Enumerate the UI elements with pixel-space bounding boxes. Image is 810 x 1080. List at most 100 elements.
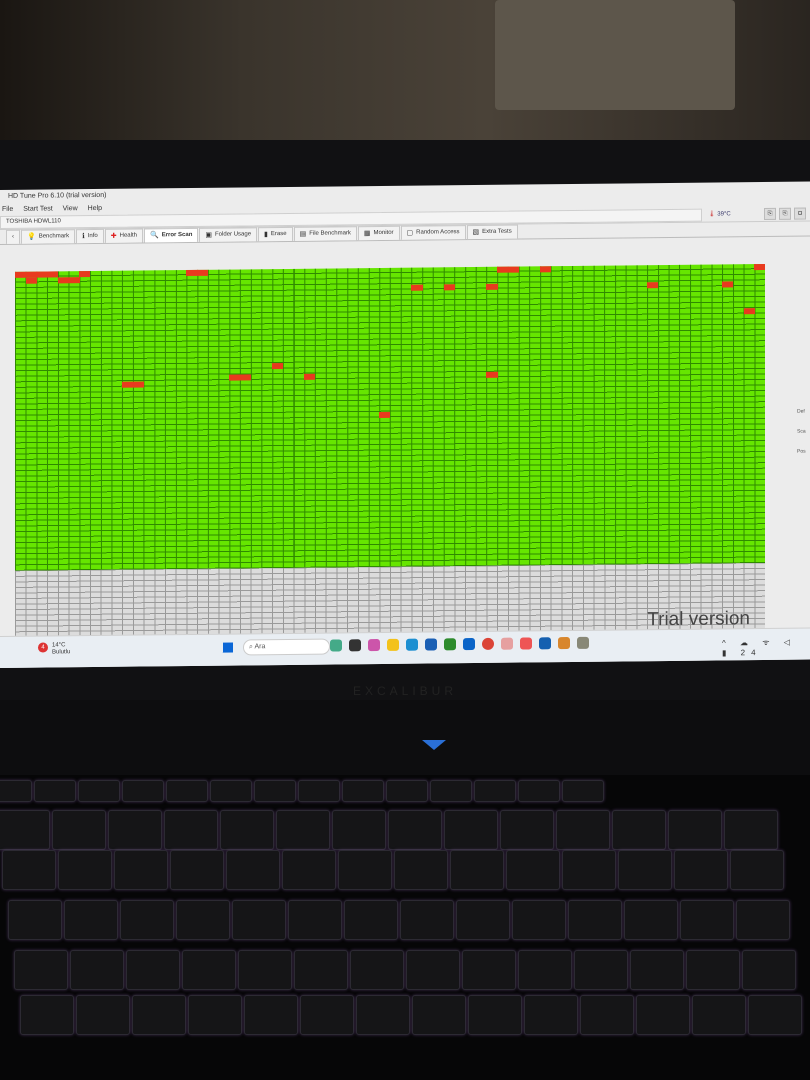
keyboard-key bbox=[430, 780, 472, 802]
damaged-block bbox=[379, 412, 391, 419]
tab-random-access[interactable]: ▢ Random Access bbox=[400, 225, 466, 240]
tab-label: Random Access bbox=[416, 229, 460, 236]
keyboard-key bbox=[356, 995, 410, 1035]
hdtune-icon[interactable] bbox=[501, 637, 513, 650]
keyboard-key bbox=[298, 780, 340, 802]
taskbar-search[interactable]: ⌕ Ara bbox=[243, 638, 330, 656]
keyboard-key bbox=[456, 900, 510, 940]
keyboard-key bbox=[742, 950, 796, 990]
tab-label: Extra Tests bbox=[482, 228, 512, 235]
weather-text: Bulutlu bbox=[52, 649, 71, 656]
keyboard-key bbox=[512, 900, 566, 940]
keyboard-key bbox=[282, 850, 336, 890]
keyboard-key bbox=[500, 810, 554, 850]
tab-extra-tests[interactable]: ▧ Extra Tests bbox=[466, 224, 518, 240]
keyboard-key bbox=[350, 950, 404, 990]
keyboard-key bbox=[524, 995, 578, 1035]
keyboard bbox=[0, 775, 810, 1080]
app-icon[interactable] bbox=[577, 636, 589, 649]
damaged-block bbox=[272, 363, 284, 370]
keyboard-key bbox=[574, 950, 628, 990]
chrome-icon[interactable] bbox=[482, 637, 494, 650]
keyboard-key bbox=[412, 995, 466, 1035]
keyboard-key bbox=[556, 810, 610, 850]
keyboard-key bbox=[64, 900, 118, 940]
task-view-icon[interactable] bbox=[349, 639, 361, 652]
keyboard-key bbox=[518, 780, 560, 802]
keyboard-key bbox=[332, 810, 386, 850]
damaged-block bbox=[36, 271, 48, 278]
widgets-icon[interactable] bbox=[330, 639, 342, 652]
tab-folder-usage[interactable]: ▣ Folder Usage bbox=[199, 227, 258, 242]
copy-icon[interactable]: ⎘ bbox=[764, 207, 776, 220]
keyboard-key bbox=[114, 850, 168, 890]
tab-monitor[interactable]: ▦ Monitor bbox=[357, 225, 400, 241]
keyboard-key bbox=[388, 810, 442, 850]
edge-icon[interactable] bbox=[406, 638, 418, 651]
keyboard-key bbox=[450, 850, 504, 890]
keyboard-key bbox=[474, 780, 516, 802]
copilot-icon[interactable] bbox=[368, 639, 380, 652]
damaged-block bbox=[25, 277, 37, 284]
keyboard-key bbox=[730, 850, 784, 890]
extra-tests-icon: ▧ bbox=[472, 228, 480, 237]
keyboard-key bbox=[188, 995, 242, 1035]
menu-help[interactable]: Help bbox=[87, 204, 103, 213]
keyboard-key bbox=[562, 850, 616, 890]
laptop-screen: HD Tune Pro 6.10 (trial version) File St… bbox=[0, 181, 810, 668]
keyboard-key bbox=[76, 995, 130, 1035]
outlook-icon[interactable] bbox=[463, 638, 475, 651]
keyboard-key bbox=[562, 780, 604, 802]
tab-info[interactable]: ℹ Info bbox=[76, 228, 104, 244]
damaged-block bbox=[754, 263, 766, 271]
keyboard-key bbox=[182, 950, 236, 990]
keyboard-key bbox=[2, 850, 56, 890]
app-icon[interactable] bbox=[539, 637, 551, 650]
monitor-icon: ▦ bbox=[363, 230, 371, 238]
file-explorer-icon[interactable] bbox=[387, 638, 399, 651]
copy-all-icon[interactable]: ⎘ bbox=[779, 207, 791, 220]
keyboard-key bbox=[170, 850, 224, 890]
keyboard-key bbox=[0, 780, 32, 802]
tab-error-scan[interactable]: 🔍 Error Scan bbox=[143, 227, 199, 243]
temperature-value: 39°C bbox=[717, 211, 731, 218]
tab-benchmark[interactable]: 💡 Benchmark bbox=[21, 229, 76, 244]
system-tray[interactable]: ^ ☁ ᯤ ◁ ▮ 24 bbox=[722, 637, 796, 658]
keyboard-key bbox=[220, 810, 274, 850]
keyboard-key bbox=[164, 810, 218, 850]
app-icon[interactable] bbox=[520, 637, 532, 650]
keyboard-key bbox=[680, 900, 734, 940]
random-access-icon: ▢ bbox=[406, 229, 414, 237]
windows-start-icon[interactable] bbox=[222, 641, 233, 653]
store-icon[interactable] bbox=[425, 638, 437, 651]
menu-file[interactable]: File bbox=[2, 205, 14, 213]
tab-health[interactable]: ✚ Health bbox=[104, 228, 143, 243]
keyboard-key bbox=[342, 780, 384, 802]
keyboard-key bbox=[506, 850, 560, 890]
weather-widget[interactable]: 4 14°C Bulutlu bbox=[38, 642, 71, 656]
side-label: Sca bbox=[797, 428, 806, 435]
keyboard-key bbox=[624, 900, 678, 940]
app-icon[interactable] bbox=[558, 637, 570, 650]
keyboard-key bbox=[736, 900, 790, 940]
xbox-icon[interactable] bbox=[444, 638, 456, 651]
keyboard-key bbox=[674, 850, 728, 890]
tab-file-benchmark[interactable]: ▤ File Benchmark bbox=[293, 226, 357, 241]
lightbulb-icon: 💡 bbox=[27, 233, 36, 241]
keyboard-key bbox=[78, 780, 120, 802]
tab-scroll-left-button[interactable]: ‹ bbox=[6, 229, 20, 244]
keyboard-key bbox=[568, 900, 622, 940]
file-icon: ▤ bbox=[299, 230, 307, 238]
damaged-block bbox=[15, 271, 27, 278]
menu-start-test[interactable]: Start Test bbox=[23, 205, 53, 213]
damaged-block bbox=[68, 276, 80, 283]
keyboard-key bbox=[294, 950, 348, 990]
power-led bbox=[422, 740, 446, 750]
menu-view[interactable]: View bbox=[62, 205, 78, 213]
damaged-block bbox=[122, 381, 134, 388]
damaged-block bbox=[411, 284, 423, 291]
keyboard-key bbox=[668, 810, 722, 850]
screenshot-icon[interactable]: ◘ bbox=[794, 207, 806, 220]
damaged-block bbox=[486, 372, 498, 379]
tab-erase[interactable]: ▮ Erase bbox=[258, 226, 293, 242]
